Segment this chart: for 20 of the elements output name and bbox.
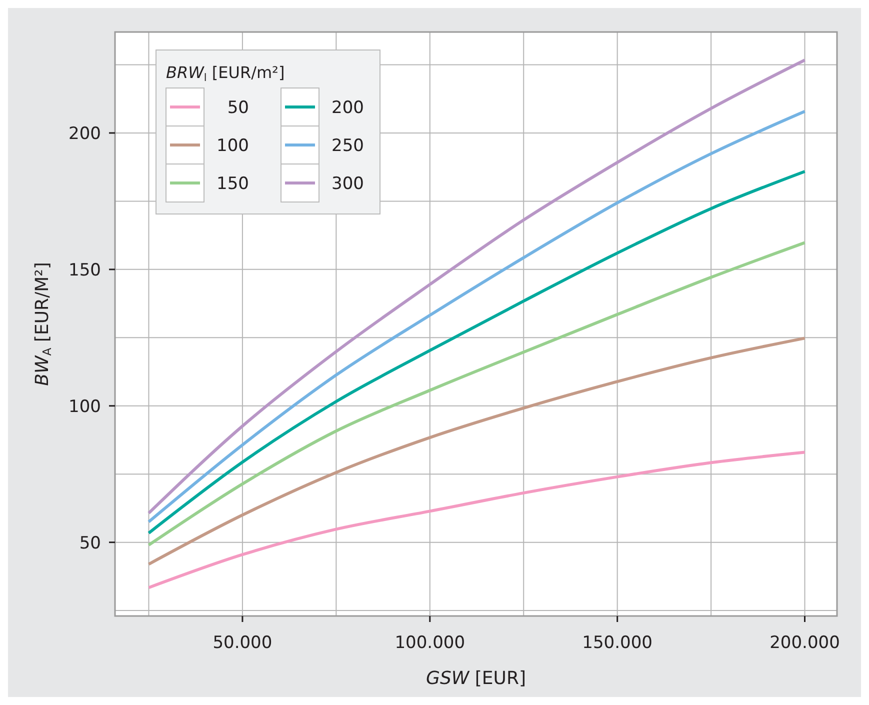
line-series [147,241,806,547]
y-tick-label: 150 [68,260,101,280]
line-series [147,336,806,566]
legend-label: 200 [332,98,364,118]
line-series [147,450,806,590]
x-tick-label: 100.000 [394,633,466,653]
legend-label: 250 [332,136,364,156]
y-tick-label: 200 [68,124,101,144]
y-tick-label: 100 [68,396,101,417]
line-series [147,170,806,535]
y-tick-label: 50 [79,533,101,554]
legend-title: BRW$_{l}$ [EUR/m²] [166,63,285,84]
legend-label: 150 [216,174,249,194]
legend-label: 100 [216,136,249,156]
legend-label: 300 [332,174,364,194]
legend-label: 50 [227,98,249,118]
x-tick-label: 50.000 [212,633,272,653]
x-tick-label: 150.000 [582,633,652,653]
x-axis-title: GSW [EUR] [426,668,526,689]
x-tick-label: 200.000 [770,633,840,653]
